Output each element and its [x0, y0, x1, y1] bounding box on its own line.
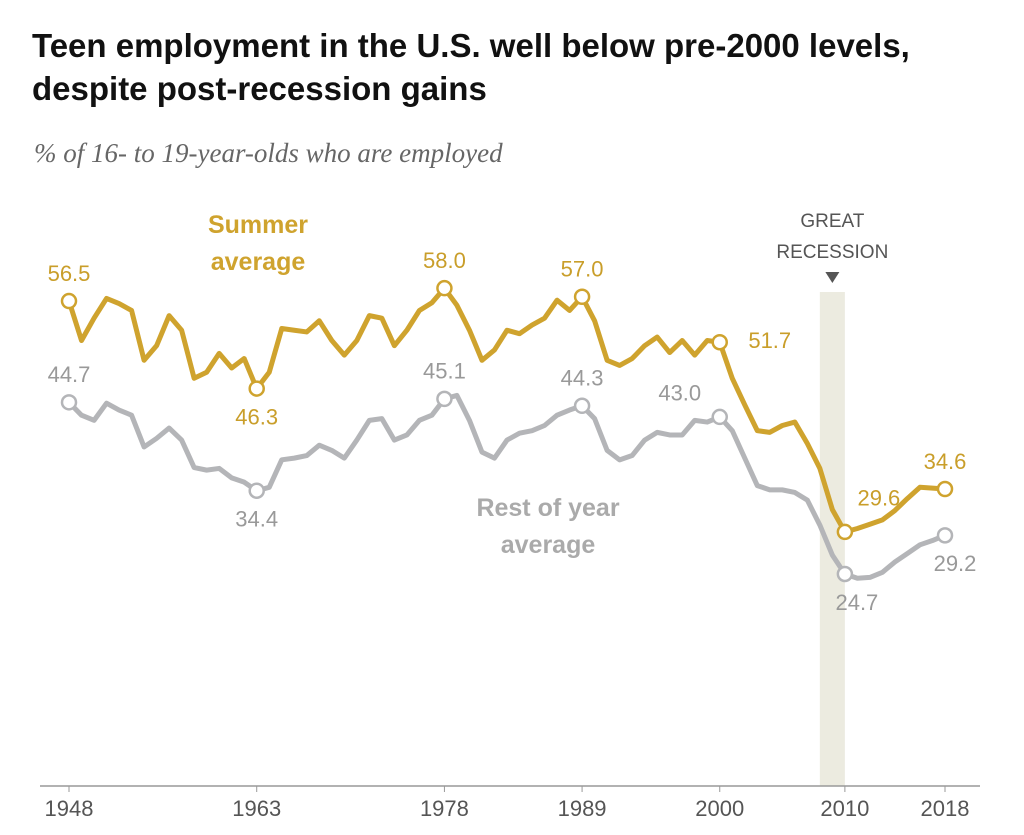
data-label: 29.6 — [857, 486, 900, 511]
x-tick-label: 2018 — [921, 796, 970, 821]
series-label: Rest of year average — [476, 494, 620, 559]
point-marker — [936, 480, 954, 498]
point-marker — [836, 565, 854, 583]
point-marker — [836, 523, 854, 541]
recession-arrow — [825, 272, 840, 283]
chart-subtitle: % of 16- to 19-year-olds who are employe… — [34, 138, 503, 168]
data-label: 34.6 — [924, 449, 967, 474]
x-tick-label: 1989 — [558, 796, 607, 821]
x-tick-label: 1978 — [420, 796, 469, 821]
x-tick-label: 1948 — [45, 796, 94, 821]
point-marker — [248, 482, 265, 499]
point-marker — [573, 288, 591, 305]
data-label: 44.3 — [561, 366, 604, 391]
point-marker — [436, 279, 453, 297]
x-tick-label: 2000 — [695, 796, 744, 821]
point-marker — [248, 380, 265, 397]
data-label: 58.0 — [423, 248, 466, 273]
point-marker — [573, 397, 591, 415]
data-label: 24.7 — [835, 590, 878, 615]
data-label: 51.7 — [748, 328, 791, 353]
data-label: 29.2 — [934, 551, 977, 576]
series-line — [67, 392, 946, 581]
series-line — [66, 285, 946, 535]
data-label: 46.3 — [235, 404, 278, 429]
point-marker — [711, 408, 728, 426]
x-tick-label: 2010 — [820, 796, 869, 821]
data-label: 43.0 — [658, 381, 701, 406]
point-marker — [436, 390, 453, 408]
series-label: Summer average — [207, 211, 309, 276]
x-tick-label: 1963 — [232, 796, 281, 821]
chart-title: Teen employment in the U.S. well below p… — [32, 27, 910, 107]
data-label: 34.4 — [235, 507, 278, 532]
point-marker — [936, 527, 954, 544]
point-marker — [60, 394, 78, 411]
point-marker — [60, 292, 78, 310]
data-label: 56.5 — [48, 261, 91, 286]
recession-label: GREAT RECESSION — [776, 211, 889, 263]
data-label: 45.1 — [423, 359, 466, 384]
data-label: 44.7 — [48, 362, 91, 387]
point-marker — [711, 333, 728, 351]
data-label: 57.0 — [561, 257, 604, 282]
